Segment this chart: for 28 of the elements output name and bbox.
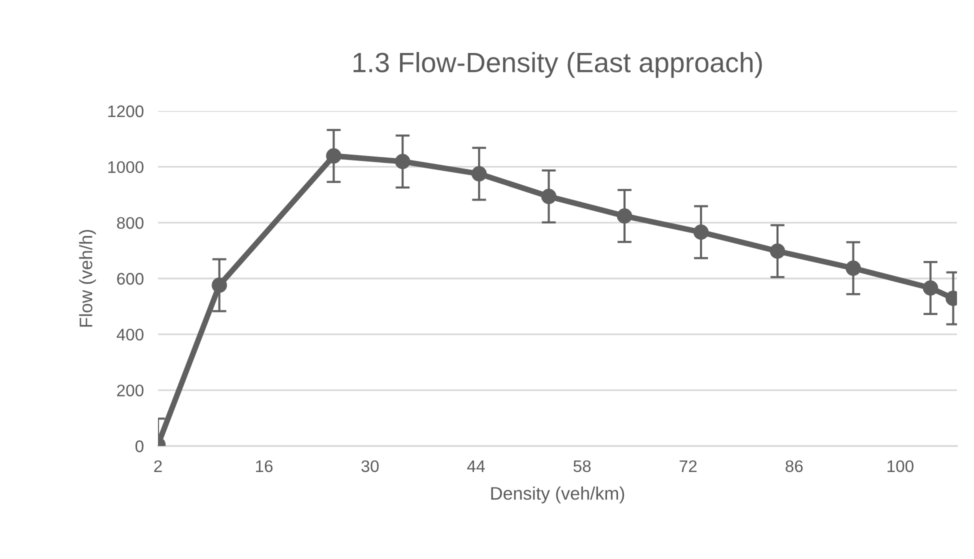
x-tick-label: 2 [154, 460, 162, 472]
x-tick-label: 16 [256, 460, 273, 472]
point [326, 148, 342, 164]
chart-title: 1.3 Flow-Density (East approach) [354, 52, 762, 78]
x-tick-label: 44 [467, 460, 485, 472]
x-tick-label: 30 [361, 460, 379, 472]
x-tick-label: 72 [680, 460, 697, 472]
y-tick-label: 1000 [108, 161, 144, 174]
y-axis-title: Flow (veh/h) [79, 230, 96, 327]
y-tick-label: 400 [116, 328, 144, 341]
point [616, 208, 632, 224]
x-tick-label: 58 [574, 460, 591, 472]
y-tick-label: 0 [135, 440, 144, 452]
point [770, 244, 786, 259]
point [922, 280, 938, 296]
point [394, 154, 410, 170]
x-tick-label: 100 [888, 460, 914, 472]
y-tick-label: 600 [117, 272, 144, 285]
y-tick-label: 800 [117, 217, 144, 229]
point [846, 260, 861, 276]
x-axis-title: Density (veh/km) [491, 486, 624, 504]
y-tick-label: 1200 [108, 105, 144, 118]
y-tick-label: 200 [117, 384, 144, 396]
point [541, 188, 556, 204]
x-tick-label: 86 [786, 460, 803, 472]
point [212, 278, 227, 293]
point [693, 224, 709, 240]
point [471, 166, 487, 182]
